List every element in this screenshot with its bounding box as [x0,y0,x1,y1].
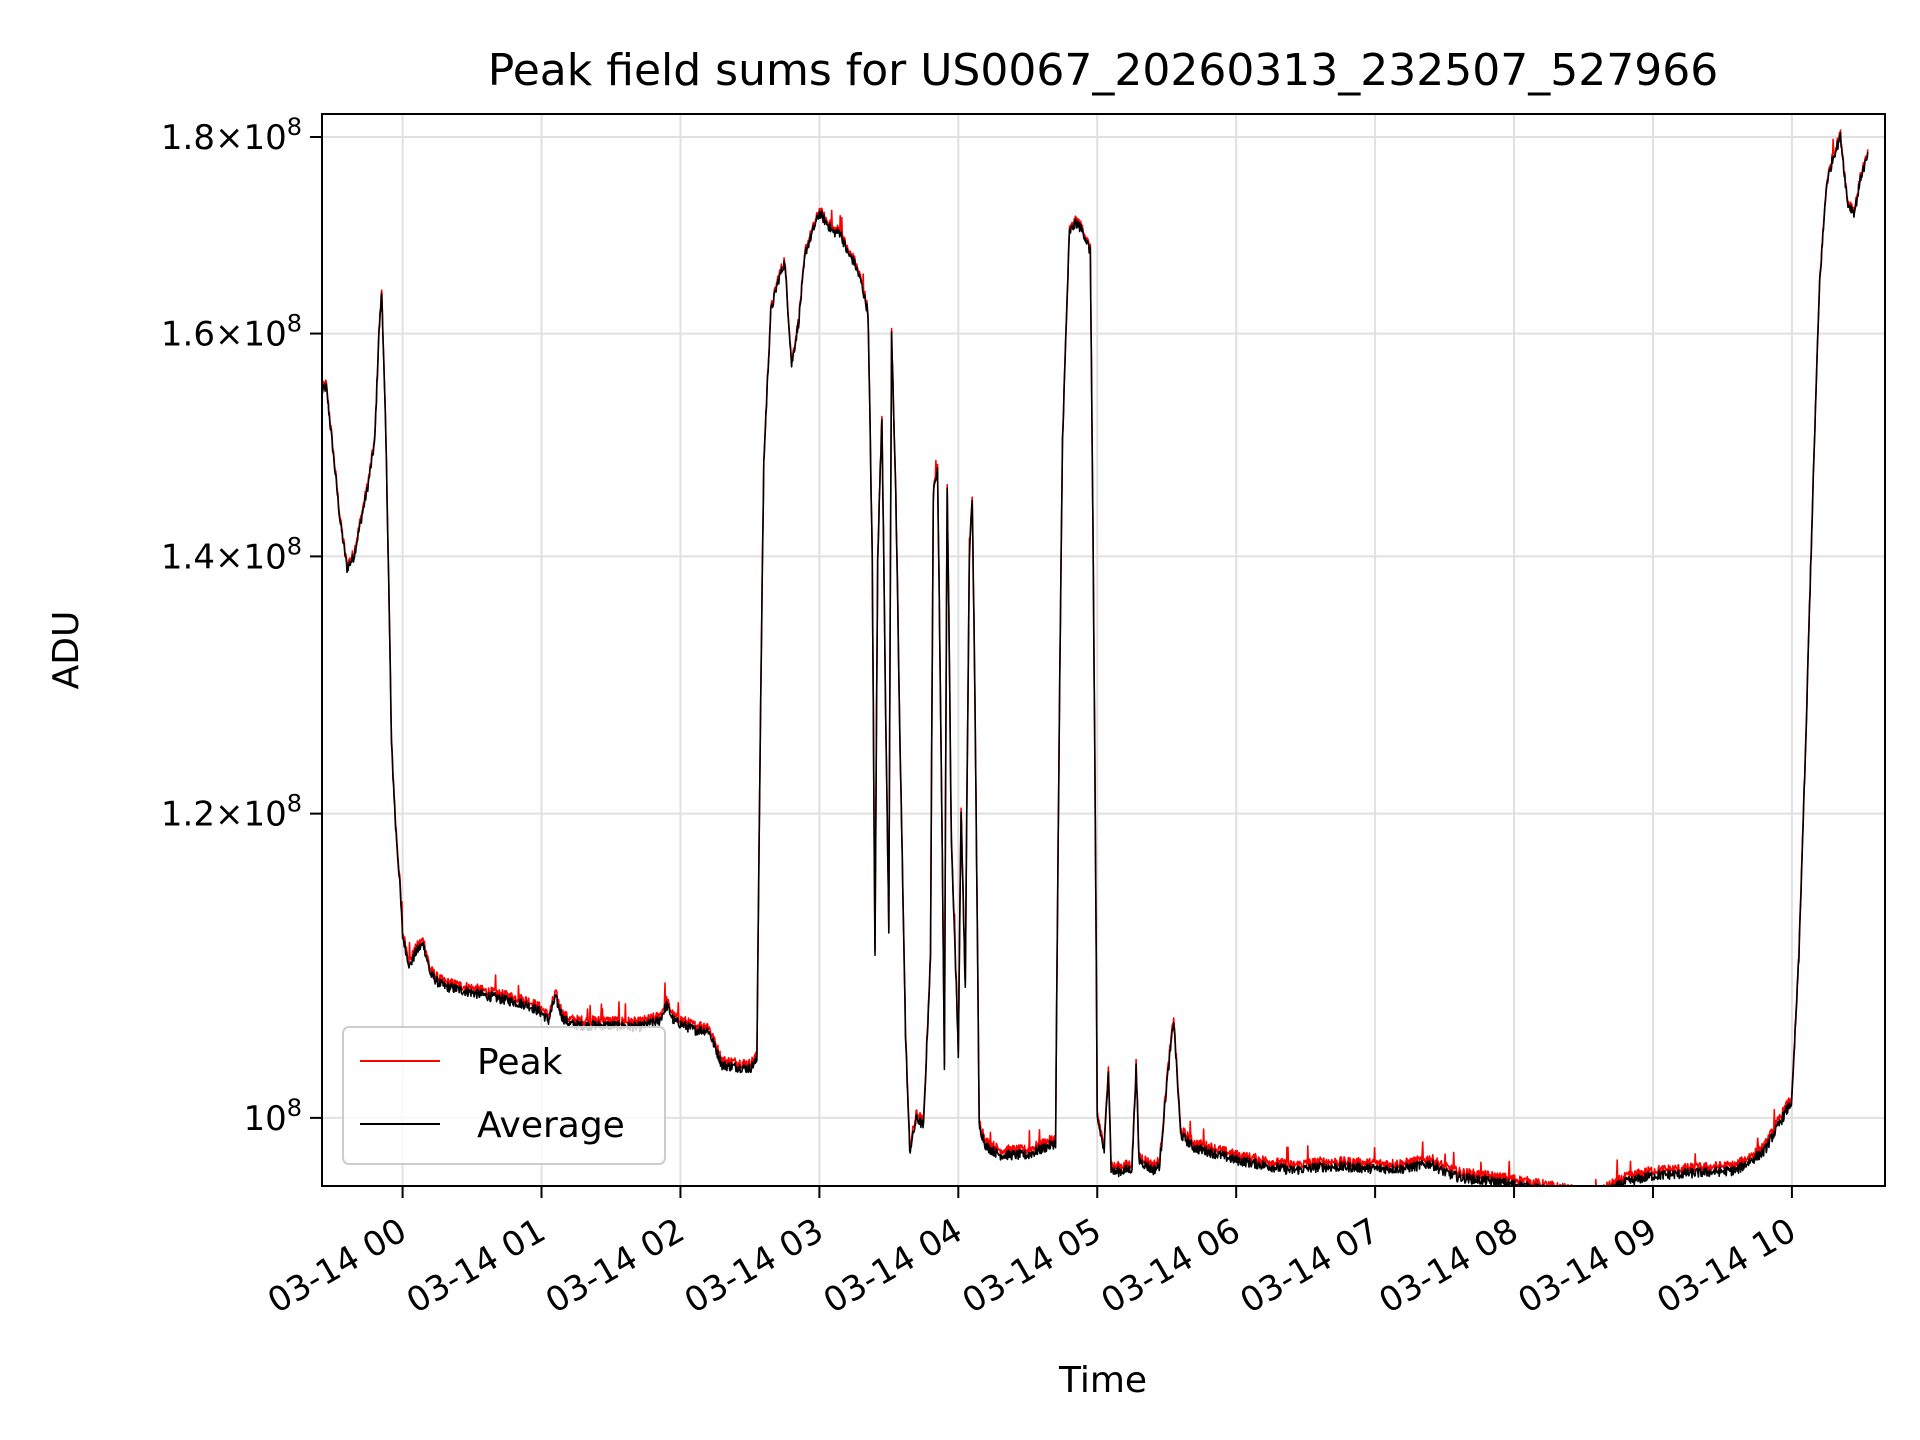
y-tick-label: 108 [243,1094,302,1139]
grid [322,114,1885,1186]
x-axis-label: Time [1058,1360,1147,1401]
y-axis: 108 1.2×108 1.4×108 1.6×108 1.8×108 [161,113,322,1139]
legend-label-peak: Peak [477,1042,563,1083]
y-tick-label: 1.4×108 [161,532,302,577]
series-line-average [322,132,1869,1186]
plot-area-frame [321,113,1886,1187]
legend: Peak Average [342,1026,666,1165]
y-axis-label: ADU [46,611,87,690]
legend-label-average: Average [477,1105,625,1146]
y-tick-label: 1.2×108 [161,790,302,835]
y-tick-label: 1.6×108 [161,310,302,355]
chart-title: Peak field sums for US0067_20260313_2325… [488,45,1718,96]
y-tick-label: 1.8×108 [161,113,302,158]
